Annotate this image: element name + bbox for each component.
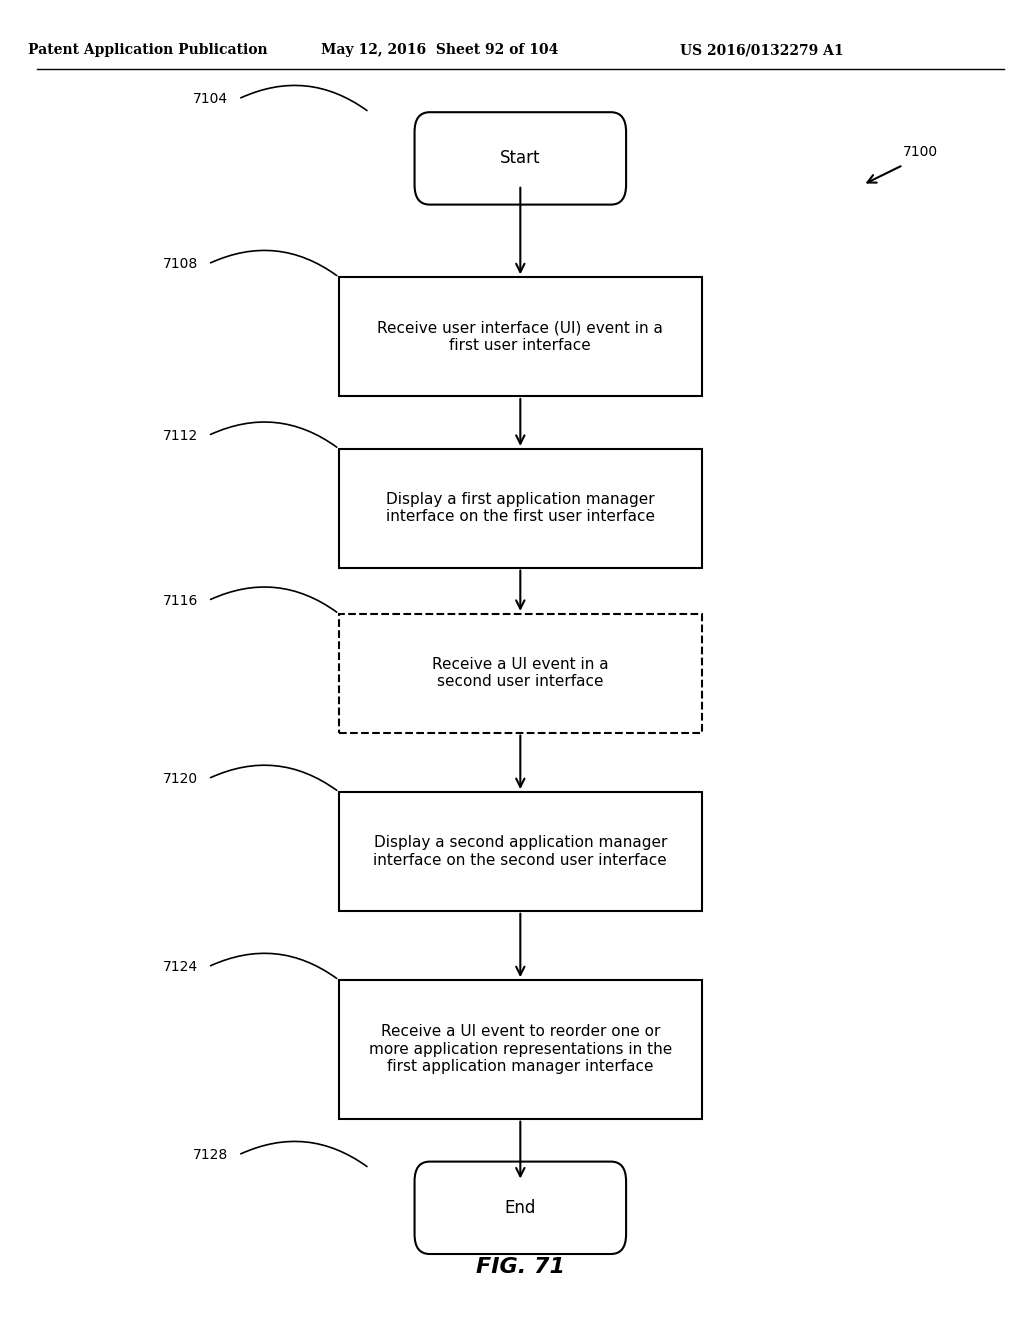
FancyBboxPatch shape bbox=[415, 112, 626, 205]
FancyBboxPatch shape bbox=[339, 792, 701, 911]
Text: End: End bbox=[505, 1199, 536, 1217]
Text: 7120: 7120 bbox=[163, 772, 198, 785]
Text: 7116: 7116 bbox=[163, 594, 198, 607]
Text: 7128: 7128 bbox=[193, 1148, 228, 1162]
FancyBboxPatch shape bbox=[339, 277, 701, 396]
Text: Patent Application Publication: Patent Application Publication bbox=[28, 44, 267, 57]
Text: May 12, 2016  Sheet 92 of 104: May 12, 2016 Sheet 92 of 104 bbox=[322, 44, 558, 57]
Text: Receive a UI event to reorder one or
more application representations in the
fir: Receive a UI event to reorder one or mor… bbox=[369, 1024, 672, 1074]
Text: Display a first application manager
interface on the first user interface: Display a first application manager inte… bbox=[386, 492, 654, 524]
Text: Start: Start bbox=[500, 149, 541, 168]
Text: 7108: 7108 bbox=[163, 257, 198, 271]
FancyBboxPatch shape bbox=[415, 1162, 626, 1254]
Text: 7104: 7104 bbox=[194, 92, 228, 106]
Text: FIG. 71: FIG. 71 bbox=[476, 1257, 565, 1278]
Text: 7112: 7112 bbox=[163, 429, 198, 442]
Text: Receive a UI event in a
second user interface: Receive a UI event in a second user inte… bbox=[432, 657, 608, 689]
FancyBboxPatch shape bbox=[339, 979, 701, 1119]
Text: 7100: 7100 bbox=[903, 145, 938, 158]
FancyBboxPatch shape bbox=[339, 614, 701, 733]
FancyBboxPatch shape bbox=[339, 449, 701, 568]
Text: Receive user interface (UI) event in a
first user interface: Receive user interface (UI) event in a f… bbox=[378, 321, 664, 352]
Text: US 2016/0132279 A1: US 2016/0132279 A1 bbox=[680, 44, 844, 57]
Text: Display a second application manager
interface on the second user interface: Display a second application manager int… bbox=[374, 836, 668, 867]
Text: 7124: 7124 bbox=[163, 960, 198, 974]
